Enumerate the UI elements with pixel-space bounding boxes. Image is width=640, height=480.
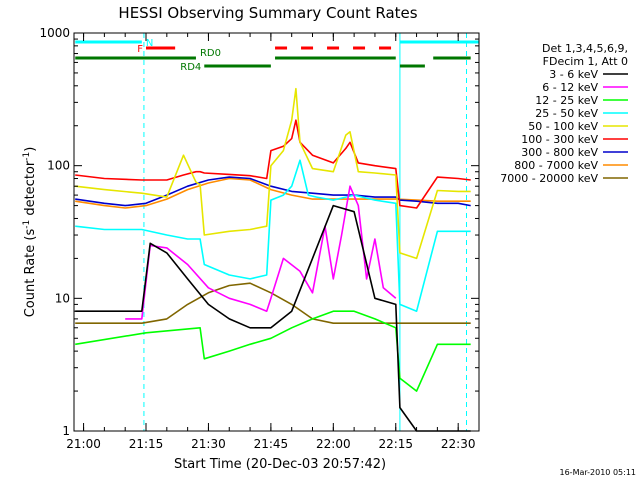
y-axis-label-sup2: -1 [22,152,32,161]
x-axis-label: Start Time (20-Dec-03 20:57:42) [174,457,386,472]
y-axis-label-sup1: -1 [22,220,32,229]
series-line-800-7000-kev [75,177,471,209]
series-line-7000-20000-kev [75,282,471,325]
x-tick-label-21-15: 21:15 [129,437,164,451]
y-axis-label-end: ) [23,147,38,152]
y-tick-label-100: 100 [47,159,70,173]
x-tick-label-22-30: 22:30 [441,437,476,451]
x-tick-label-21-30: 21:30 [191,437,226,451]
series-line-50-100-kev [75,87,471,260]
series-line-6-12-kev [125,185,397,320]
series-line-3-6-kev [75,204,471,432]
legend-label-6-12-kev: 6 - 12 keV [542,81,598,94]
footer-timestamp: 16-Mar-2010 05:11 [560,468,637,477]
series-line-300-800-kev [75,176,471,207]
series-line-12-25-kev [75,310,471,392]
y-axis-label-mid: detector [23,160,38,220]
x-tick-label-21-45: 21:45 [254,437,289,451]
flag-label-rd0: RD0 [200,48,221,59]
legend-label-25-50-kev: 25 - 50 keV [535,107,598,120]
flag-label-n: N [146,38,153,49]
legend-header-line-1: Det 1,3,4,5,6,9, [542,42,628,55]
legend-label-3-6-kev: 3 - 6 keV [549,68,598,81]
legend-label-300-800-kev: 300 - 800 keV [521,146,598,159]
y-axis-label-main: Count Rate (s [23,229,38,318]
series-line-100-300-kev [75,119,471,209]
flag-label-rd4: RD4 [180,62,201,73]
legend-label-12-25-kev: 12 - 25 keV [535,94,598,107]
x-tick-label-21-00: 21:00 [66,437,101,451]
y-tick-label-10: 10 [55,291,70,305]
flag-label-f: F [137,44,143,55]
legend-label-100-300-kev: 100 - 300 keV [521,133,598,146]
legend: Det 1,3,4,5,6,9, FDecim 1, Att 0 3 - 6 k… [500,42,628,185]
series-line-25-50-kev [75,159,471,313]
plot-frame [73,32,480,432]
x-tick-label-22-15: 22:15 [378,437,413,451]
y-tick-label-1: 1 [62,424,70,438]
legend-label-7000-20000-kev: 7000 - 20000 keV [500,172,598,185]
legend-header-line-2: FDecim 1, Att 0 [543,55,628,68]
y-axis-label: Count Rate (s-1 detector-1) [22,147,38,318]
chart-title: HESSI Observing Summary Count Rates [118,4,417,22]
x-tick-label-22-00: 22:00 [316,437,351,451]
legend-label-50-100-kev: 50 - 100 keV [528,120,598,133]
y-tick-label-1000: 1000 [39,26,70,40]
legend-label-800-7000-kev: 800 - 7000 keV [514,159,598,172]
